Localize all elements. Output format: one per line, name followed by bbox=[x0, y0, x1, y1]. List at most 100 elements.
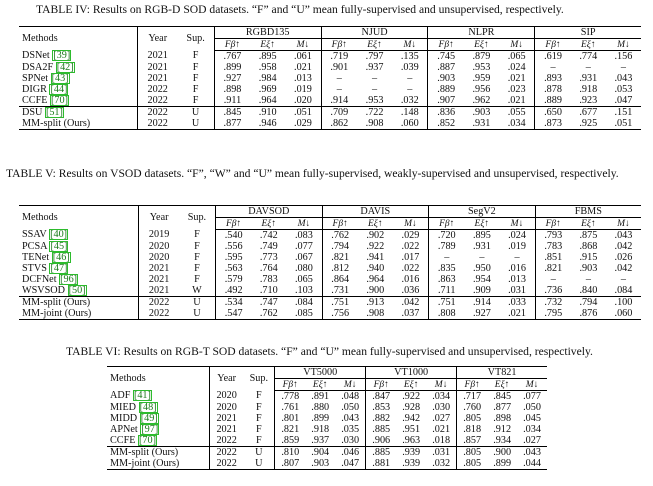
metric-header: Fβ↑ bbox=[321, 38, 358, 51]
method-label: SSAV bbox=[22, 229, 47, 241]
table-iv: Methods Year Sup. RGBD135 NJUD NLPR SIP Fβ↑ Eξ↑ M… bbox=[19, 26, 641, 130]
citation-link[interactable]: [44] bbox=[49, 83, 69, 95]
value-cell: – bbox=[499, 252, 536, 263]
value-cell: .889 bbox=[437, 83, 456, 95]
citation-link[interactable]: [40] bbox=[49, 229, 69, 241]
value-cell: .051 bbox=[605, 118, 641, 130]
metric-header: Fβ↑ bbox=[214, 38, 251, 51]
value-cell: .018 bbox=[426, 435, 458, 447]
method-label: TENet bbox=[22, 251, 50, 263]
value-cell: .877 bbox=[493, 401, 512, 413]
value-cell: .903 bbox=[437, 72, 456, 84]
sup-cell: F bbox=[177, 50, 215, 62]
value-cell: .847 bbox=[372, 390, 391, 402]
value-cell: .720 bbox=[437, 229, 456, 241]
citation-link[interactable]: [51] bbox=[44, 106, 64, 118]
value-cell: .042 bbox=[614, 262, 633, 274]
value-cell: .747 bbox=[251, 296, 287, 308]
value-cell: .931 bbox=[463, 118, 499, 130]
value-cell: .931 bbox=[579, 72, 598, 84]
value-cell: .031 bbox=[426, 446, 458, 458]
value-cell: .899 bbox=[487, 458, 518, 470]
value-cell: .805 bbox=[456, 446, 488, 458]
method-name: MM-split (Ours) bbox=[19, 117, 138, 130]
value-cell: .022 bbox=[392, 241, 430, 252]
citation-link[interactable]: [45] bbox=[49, 240, 69, 252]
value-cell: .807 bbox=[274, 458, 306, 470]
value-cell: .907 bbox=[437, 94, 456, 106]
value-cell: .845 bbox=[493, 390, 512, 402]
sup-cell: F bbox=[177, 95, 215, 107]
method-label: MM-joint (Ours) bbox=[22, 307, 92, 319]
value-cell: .084 bbox=[614, 284, 633, 296]
value-cell: .761 bbox=[281, 401, 300, 413]
value-cell: .036 bbox=[392, 285, 430, 297]
method-label: MIDD bbox=[110, 412, 138, 424]
value-cell: .895 bbox=[258, 50, 277, 62]
citation-link[interactable]: [43] bbox=[50, 72, 70, 84]
year-cell: 2022 bbox=[137, 118, 178, 130]
value-cell: .067 bbox=[286, 252, 323, 263]
value-cell: .047 bbox=[614, 94, 633, 106]
method-label: MM-split (Ours) bbox=[22, 117, 91, 129]
citation-link[interactable]: [49] bbox=[139, 412, 159, 424]
value-cell: .027 bbox=[523, 434, 541, 446]
value-cell: .048 bbox=[335, 390, 367, 402]
value-cell: .135 bbox=[392, 50, 429, 62]
column-header-sup: Sup. bbox=[178, 205, 216, 230]
year-cell: 2021 bbox=[147, 72, 168, 84]
year-cell: 2022 bbox=[147, 83, 168, 95]
sup-cell: F bbox=[178, 274, 216, 285]
citation-link[interactable]: [46] bbox=[51, 251, 71, 263]
value-cell: .885 bbox=[372, 423, 391, 435]
citation-link[interactable]: [70] bbox=[138, 434, 158, 446]
table-row: MIDD [49] 2021 F .801 .899 .043 .882 .942 .027 .8… bbox=[107, 412, 547, 424]
table-row: MM-joint (Ours) 2022 U .547.762.085.756.908… bbox=[19, 308, 641, 320]
value-cell: .736 bbox=[544, 284, 563, 296]
value-cell: .032 bbox=[426, 458, 458, 470]
table-row: MIED [48] 2020 F .761 .880 .050 .853 .928 .030 .7… bbox=[107, 401, 547, 413]
value-cell: .908 bbox=[357, 118, 393, 130]
metric-header: Eξ↑ bbox=[570, 38, 606, 51]
citation-link[interactable]: [48] bbox=[138, 401, 158, 413]
method-label: MM-joint (Ours) bbox=[110, 457, 180, 469]
value-cell: .060 bbox=[605, 308, 641, 320]
value-cell: .915 bbox=[579, 251, 598, 263]
citation-link[interactable]: [41] bbox=[132, 390, 152, 402]
method-name: DSU [51] bbox=[19, 106, 138, 118]
value-cell: .749 bbox=[259, 240, 278, 252]
value-cell: .043 bbox=[335, 413, 367, 424]
citation-link[interactable]: [70] bbox=[50, 94, 70, 106]
citation-link[interactable]: [42] bbox=[55, 61, 75, 73]
value-cell: .906 bbox=[372, 434, 391, 446]
citation-link[interactable]: [39] bbox=[52, 50, 72, 62]
value-cell: .914 bbox=[464, 296, 500, 308]
value-cell: .862 bbox=[321, 118, 358, 130]
value-cell: .918 bbox=[579, 83, 598, 95]
method-label: APNet bbox=[110, 423, 138, 435]
citation-link[interactable]: [50] bbox=[67, 284, 87, 296]
value-cell: .065 bbox=[498, 50, 536, 62]
method-label: SPNet bbox=[22, 72, 49, 84]
value-cell: .042 bbox=[392, 296, 430, 308]
metric-header: Eξ↑ bbox=[250, 38, 286, 51]
citation-link[interactable]: [47] bbox=[49, 262, 69, 274]
sup-cell: U bbox=[178, 296, 216, 308]
value-cell: .911 bbox=[223, 94, 242, 106]
method-name: STVS [47] bbox=[19, 262, 140, 274]
metric-header: M↓ bbox=[392, 38, 429, 51]
value-cell: .794 bbox=[331, 240, 350, 252]
citation-link[interactable]: [97] bbox=[140, 423, 160, 435]
method-name: DCFNet [96] bbox=[19, 273, 140, 285]
metric-header: Fβ↑ bbox=[427, 38, 464, 51]
sup-cell: F bbox=[243, 390, 276, 402]
citation-link[interactable]: [96] bbox=[59, 273, 79, 285]
metric-header: Fβ↑ bbox=[534, 38, 571, 51]
value-cell: .019 bbox=[285, 84, 322, 95]
method-label: DSU bbox=[22, 106, 43, 118]
year-cell: 2022 bbox=[209, 458, 244, 470]
value-cell: .595 bbox=[224, 251, 243, 263]
table-row: TENet [46] 2020 F .595 .773 .067 .821 .941 .017 –… bbox=[19, 251, 641, 263]
year-cell: 2021 bbox=[148, 262, 170, 274]
value-cell: .043 bbox=[614, 72, 633, 84]
